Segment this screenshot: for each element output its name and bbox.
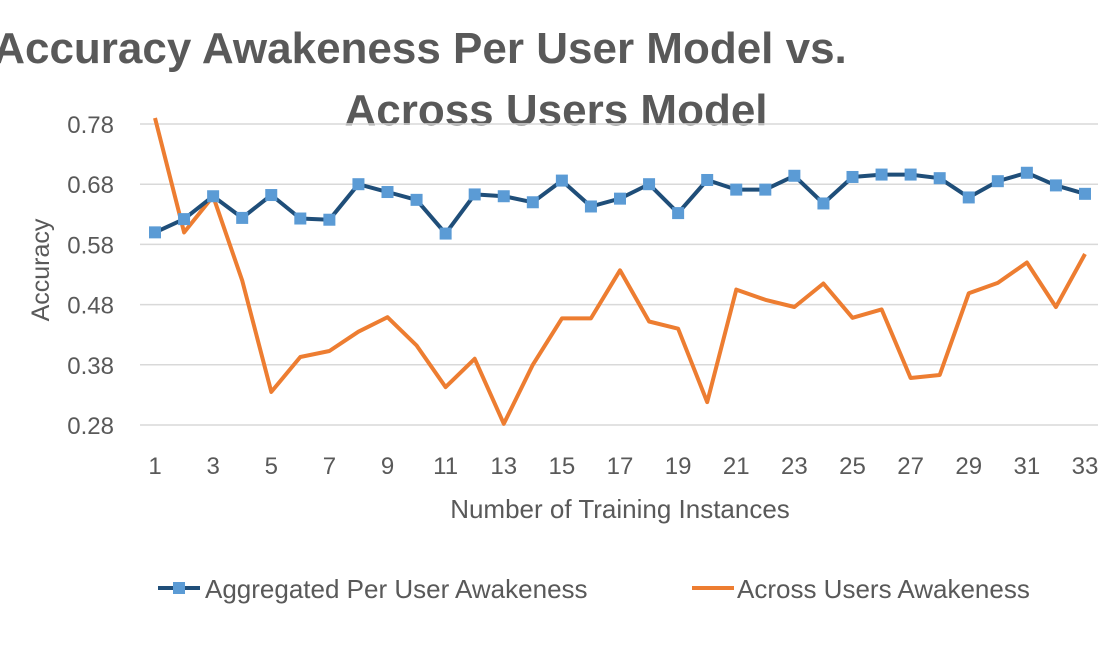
chart-title-line-2: Across Users Model [344, 86, 768, 135]
data-point-0 [236, 211, 249, 224]
data-point-0 [439, 227, 452, 240]
x-tick-label: 3 [206, 453, 219, 480]
series-line-1 [153, 117, 1087, 426]
data-point-0 [614, 192, 626, 205]
legend-label-aggregated: Aggregated Per User Awakeness [205, 574, 588, 604]
y-axis-label: Accuracy [27, 218, 55, 321]
y-tick-label: 0.78 [67, 112, 114, 139]
data-point-0 [730, 183, 743, 196]
series-lines [153, 117, 1087, 426]
legend-marker-aggregated [173, 582, 185, 594]
data-point-0 [788, 169, 801, 182]
x-tick-label: 29 [955, 453, 982, 480]
data-point-0 [468, 188, 481, 201]
x-axis-ticks: 1 3 5 7 9 11 13 15 17 19 21 23 25 27 29 31 33 [148, 453, 1098, 480]
data-point-0 [207, 190, 220, 203]
data-point-0 [933, 172, 946, 185]
data-point-0 [875, 168, 888, 181]
data-point-0 [526, 196, 539, 209]
x-tick-label: 13 [490, 453, 517, 480]
data-point-0 [584, 200, 597, 213]
data-point-0 [1049, 179, 1062, 192]
chart-title-line-1: Accuracy Awakeness Per User Model vs. [0, 24, 847, 73]
legend-label-across: Across Users Awakeness [737, 574, 1030, 604]
data-point-0 [149, 226, 161, 239]
x-tick-label: 15 [549, 453, 576, 480]
x-tick-label: 11 [433, 453, 458, 480]
data-point-0 [410, 193, 423, 206]
legend: Aggregated Per User Awakeness Across Use… [158, 574, 1030, 604]
data-point-0 [701, 173, 714, 186]
data-point-0 [1020, 166, 1033, 179]
data-point-0 [846, 170, 859, 183]
x-tick-label: 9 [381, 453, 394, 480]
data-point-0 [294, 212, 307, 225]
data-point-0 [962, 191, 975, 204]
x-tick-label: 5 [265, 453, 278, 480]
y-tick-label: 0.68 [67, 172, 114, 199]
x-tick-label: 33 [1072, 453, 1099, 480]
data-point-0 [672, 207, 685, 220]
x-axis-label: Number of Training Instances [450, 494, 790, 524]
gridlines [140, 123, 1098, 426]
series-markers [149, 166, 1091, 240]
x-tick-label: 31 [1014, 453, 1041, 480]
data-point-0 [352, 178, 365, 191]
x-tick-label: 25 [839, 453, 866, 480]
x-tick-label: 1 [148, 453, 161, 480]
data-point-0 [643, 178, 656, 191]
data-point-0 [178, 213, 191, 226]
y-axis-ticks: 0.28 0.38 0.48 0.58 0.68 0.78 [67, 112, 114, 440]
legend-item-across: Across Users Awakeness [692, 574, 1030, 604]
y-tick-label: 0.58 [67, 232, 114, 259]
x-tick-label: 21 [723, 453, 750, 480]
chart-title: Accuracy Awakeness Per User Model vs. Ac… [0, 18, 1120, 142]
y-tick-label: 0.48 [67, 293, 114, 320]
x-tick-label: 23 [781, 453, 808, 480]
data-point-0 [1079, 187, 1091, 200]
data-point-0 [904, 168, 917, 181]
y-tick-label: 0.28 [67, 413, 114, 440]
data-point-0 [759, 183, 772, 196]
x-tick-label: 17 [607, 453, 634, 480]
data-point-0 [991, 175, 1004, 188]
data-point-0 [323, 213, 336, 226]
y-tick-label: 0.38 [67, 353, 114, 380]
data-point-0 [817, 197, 830, 210]
data-point-0 [555, 174, 568, 187]
x-tick-label: 7 [323, 453, 336, 480]
x-tick-label: 27 [897, 453, 924, 480]
legend-item-aggregated: Aggregated Per User Awakeness [158, 574, 588, 604]
x-tick-label: 19 [665, 453, 692, 480]
data-point-0 [381, 186, 394, 199]
data-point-0 [497, 190, 510, 203]
data-point-0 [265, 189, 278, 202]
